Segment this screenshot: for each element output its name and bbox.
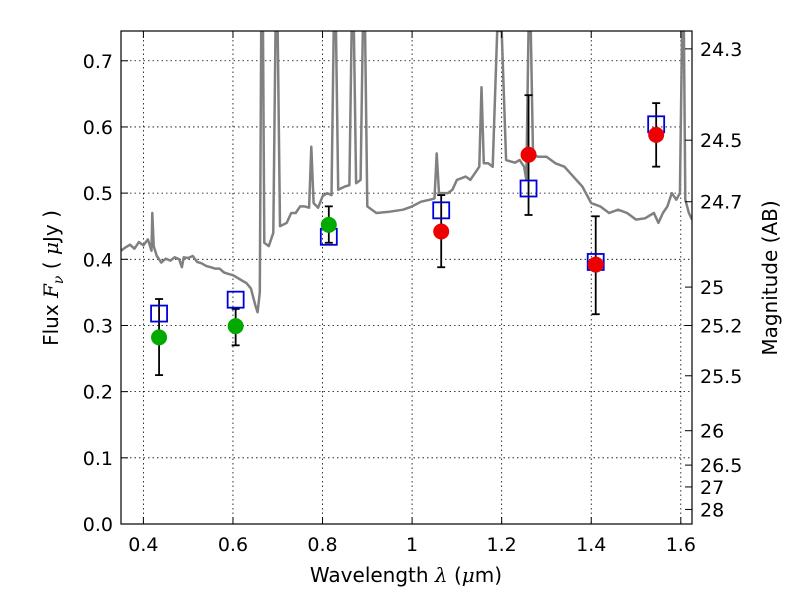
model-spectrum-line	[121, 31, 692, 314]
right-axis-label: Magnitude (AB)	[758, 200, 782, 355]
y-tick-label: 0.0	[83, 514, 113, 536]
plot-frame	[120, 30, 693, 525]
observed-photometry-point	[648, 126, 665, 143]
right-tick-label: 26.5	[700, 455, 742, 477]
observed-photometry-point	[587, 256, 604, 273]
x-tick-label: 0.4	[128, 534, 158, 556]
y-axis-label: Flux Fν ( μJy )	[39, 210, 67, 346]
observed-photometry-point	[320, 216, 337, 233]
x-tick-label: 1.6	[666, 534, 696, 556]
x-tick-label: 1.4	[576, 534, 606, 556]
axis-ticks: 0.4 0.6 0.8 1 1.2 1.4 1.6 0.0 0.1 0.2 0.3 0.4 0.5 0.6…	[83, 31, 742, 556]
observed-photometry-point	[433, 223, 450, 240]
right-tick-label: 25	[700, 277, 724, 299]
x-tick-label: 1	[406, 534, 418, 556]
model-photometry-square	[226, 290, 245, 309]
observed-photometry-point	[227, 318, 244, 335]
right-tick-label: 26	[700, 421, 724, 443]
y-tick-label: 0.7	[83, 51, 113, 73]
model-photometry-square	[150, 304, 168, 323]
y-tick-label: 0.4	[83, 249, 113, 271]
y-tick-label: 0.2	[83, 382, 113, 404]
x-axis-label: Wavelength λ (μm)	[310, 563, 502, 587]
model-spectrum-layer	[121, 31, 692, 314]
model-photometry-square	[519, 179, 538, 198]
error-bars	[155, 94, 661, 377]
right-tick-label: 24.5	[700, 130, 742, 152]
x-tick-label: 0.8	[307, 534, 337, 556]
right-tick-label: 25.2	[700, 315, 742, 337]
observed-points	[151, 126, 665, 346]
observed-photometry-point	[520, 146, 537, 163]
y-tick-label: 0.6	[83, 117, 113, 139]
x-tick-label: 1.2	[487, 534, 517, 556]
right-tick-label: 25.5	[700, 366, 742, 388]
observed-photometry-point	[151, 329, 168, 346]
model-points	[150, 115, 666, 323]
x-tick-label: 0.6	[218, 534, 248, 556]
y-tick-label: 0.5	[83, 183, 113, 205]
right-tick-label: 28	[700, 499, 724, 521]
y-tick-label: 0.3	[83, 315, 113, 337]
right-tick-label: 27	[700, 477, 724, 499]
right-tick-label: 24.3	[700, 39, 742, 61]
model-photometry-square	[432, 201, 451, 220]
y-tick-label: 0.1	[83, 448, 113, 470]
right-tick-label: 24.7	[700, 192, 742, 214]
grid-lines	[121, 31, 692, 525]
